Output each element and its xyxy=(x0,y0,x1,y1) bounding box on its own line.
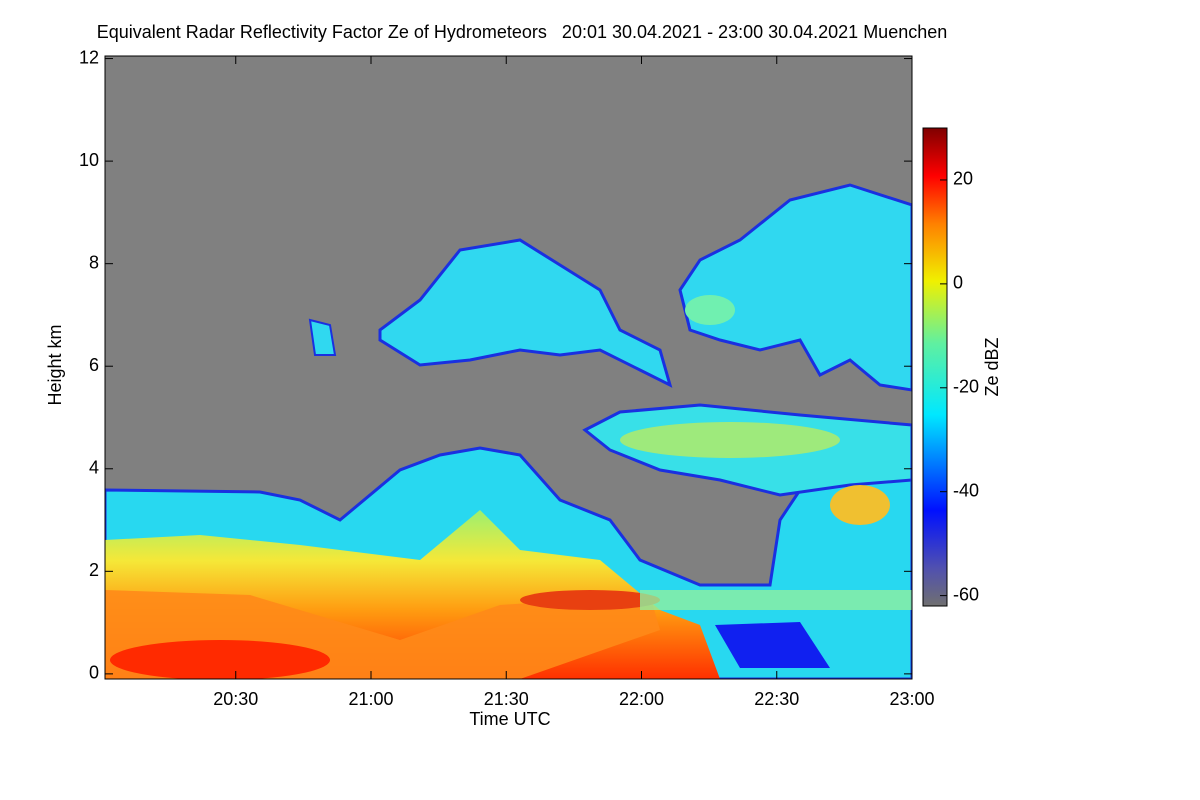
colorbar-tick-label: -40 xyxy=(953,480,979,500)
y-axis-label: Height km xyxy=(45,324,65,405)
colorbar-label: Ze dBZ xyxy=(982,337,1002,396)
x-tick-label: 22:00 xyxy=(619,689,664,709)
reflectivity-field xyxy=(105,56,912,679)
x-tick-label: 20:30 xyxy=(213,689,258,709)
x-tick-label: 21:30 xyxy=(484,689,529,709)
x-tick-label: 21:00 xyxy=(348,689,393,709)
plot-frame xyxy=(104,55,913,680)
colorbar-tick-label: 20 xyxy=(953,169,973,189)
x-tick-label: 22:30 xyxy=(754,689,799,709)
colorbar-tick-label: -60 xyxy=(953,584,979,604)
y-tick-label: 4 xyxy=(89,458,99,478)
y-tick-label: 0 xyxy=(89,663,99,683)
x-axis-label: Time UTC xyxy=(469,709,550,729)
colorbar xyxy=(922,127,948,607)
y-tick-label: 6 xyxy=(89,355,99,375)
chart-title: Equivalent Radar Reflectivity Factor Ze … xyxy=(97,22,948,42)
y-tick-label: 8 xyxy=(89,252,99,272)
y-tick-label: 2 xyxy=(89,560,99,580)
x-tick-label: 23:00 xyxy=(889,689,934,709)
y-tick-label: 10 xyxy=(79,150,99,170)
y-tick-label: 12 xyxy=(79,47,99,67)
colorbar-tick-label: -20 xyxy=(953,377,979,397)
colorbar-tick-label: 0 xyxy=(953,273,963,293)
